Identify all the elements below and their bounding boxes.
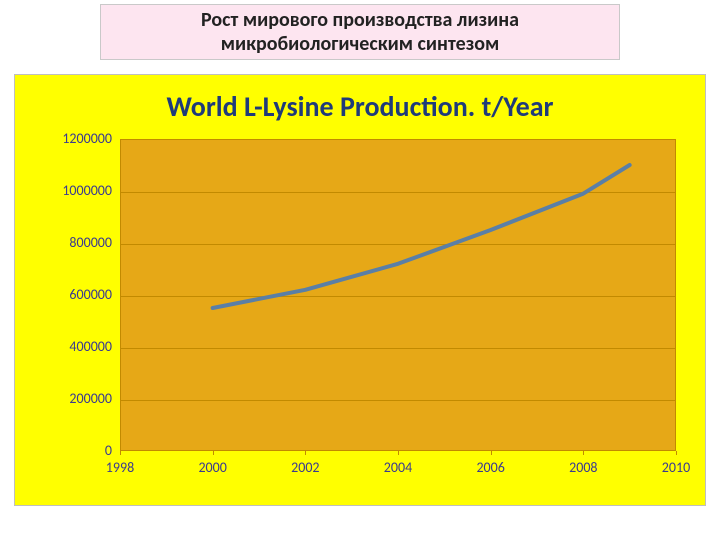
x-axis-label: 1998: [90, 459, 150, 476]
chart-svg: [15, 75, 705, 505]
x-tick: [583, 451, 584, 455]
y-axis-label: 1200000: [42, 130, 112, 147]
header-line2: микробиологическим синтезом: [221, 32, 500, 56]
chart-frame: World L-Lysine Production. t/Year 020000…: [14, 74, 706, 506]
y-axis-label: 1000000: [42, 182, 112, 199]
y-axis-label: 0: [42, 442, 112, 459]
x-tick: [676, 451, 677, 455]
x-axis-label: 2008: [553, 459, 613, 476]
header-text: Рост мирового производства лизина микроб…: [201, 8, 519, 56]
x-axis-label: 2002: [275, 459, 335, 476]
x-tick: [305, 451, 306, 455]
y-axis-label: 400000: [42, 338, 112, 355]
root: Рост мирового производства лизина микроб…: [0, 0, 720, 540]
header-line1: Рост мирового производства лизина: [201, 8, 519, 32]
header-banner: Рост мирового производства лизина микроб…: [100, 4, 620, 60]
x-axis-label: 2000: [183, 459, 243, 476]
x-tick: [398, 451, 399, 455]
data-line: [213, 165, 630, 308]
y-axis-label: 800000: [42, 234, 112, 251]
x-tick: [213, 451, 214, 455]
x-tick: [491, 451, 492, 455]
x-axis-label: 2004: [368, 459, 428, 476]
y-axis-label: 600000: [42, 286, 112, 303]
x-axis-label: 2010: [646, 459, 706, 476]
x-tick: [120, 451, 121, 455]
x-axis-label: 2006: [461, 459, 521, 476]
y-axis-label: 200000: [42, 390, 112, 407]
